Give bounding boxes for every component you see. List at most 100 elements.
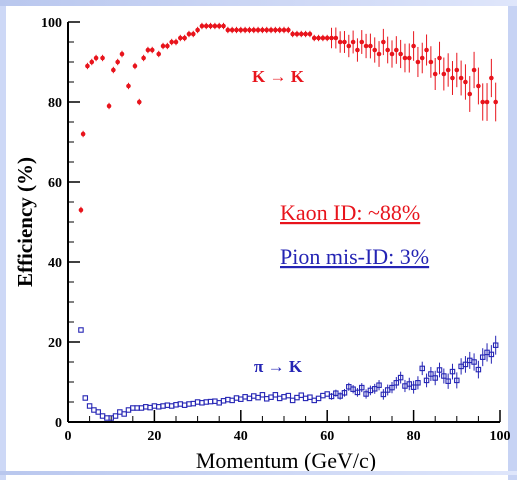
- pion-point: [134, 405, 140, 411]
- kaon-point: [238, 27, 244, 33]
- kaon-point: [432, 71, 438, 77]
- kaon-point: [355, 47, 360, 53]
- kaon-point: [255, 27, 261, 33]
- pion-point: [371, 386, 378, 392]
- pion-point: [117, 409, 123, 415]
- pion-point: [138, 405, 145, 411]
- pion-point: [216, 400, 222, 406]
- y-tick-label: 60: [48, 176, 62, 191]
- pion-point: [320, 392, 326, 399]
- x-tick-label: 100: [490, 429, 511, 444]
- y-axis-title: Efficiency (%): [13, 157, 37, 287]
- pion-point: [155, 404, 162, 410]
- pion-point: [423, 377, 430, 384]
- kaon-point: [115, 59, 120, 65]
- pion-point: [307, 394, 313, 400]
- pion-point: [181, 402, 188, 408]
- pion-point: [194, 399, 201, 405]
- kaon-point: [493, 99, 498, 105]
- kaon-point: [376, 51, 382, 57]
- kaon-point: [385, 47, 390, 53]
- kaon-point: [402, 55, 408, 61]
- pion-point: [315, 395, 322, 402]
- pion-point: [454, 377, 460, 384]
- kaon-curve-label: K → K: [252, 67, 305, 86]
- pion-point: [99, 413, 106, 419]
- pion-point: [246, 395, 253, 402]
- kaon-point: [78, 207, 84, 213]
- kaon-point: [156, 51, 162, 57]
- kaon-point: [441, 71, 447, 77]
- kaon-point: [149, 47, 155, 53]
- pion-point: [285, 392, 292, 399]
- pion-point: [436, 367, 443, 373]
- pion-point: [333, 390, 339, 396]
- pion-point: [376, 382, 382, 388]
- kaon-series: [78, 22, 498, 214]
- x-tick-label: 20: [147, 429, 161, 444]
- kaon-point: [454, 67, 460, 73]
- pion-point: [268, 394, 274, 400]
- pion-point: [479, 354, 486, 360]
- kaon-point: [93, 55, 99, 61]
- pion-point: [151, 403, 158, 409]
- pion-point: [233, 395, 240, 401]
- kaon-point: [303, 31, 308, 37]
- kaon-id-annotation: Kaon ID: ~88%: [280, 200, 420, 225]
- y-tick-label: 20: [48, 336, 62, 351]
- pion-point: [406, 381, 413, 387]
- pion-point: [389, 384, 395, 391]
- pion-point: [350, 386, 356, 392]
- x-tick-label: 80: [407, 429, 421, 444]
- kaon-point: [450, 75, 455, 81]
- pion-point: [298, 392, 305, 398]
- x-tick-label: 40: [234, 429, 248, 444]
- kaon-point: [329, 35, 334, 41]
- pion-point: [441, 373, 447, 379]
- kaon-point: [480, 99, 486, 105]
- kaon-point: [406, 55, 412, 61]
- kaon-point: [294, 31, 300, 37]
- pion-point: [86, 403, 93, 409]
- pion-point: [289, 397, 296, 404]
- kaon-point: [208, 23, 213, 29]
- pion-point: [147, 404, 153, 411]
- kaon-point: [145, 47, 151, 53]
- pion-point: [445, 378, 451, 384]
- kaon-point: [428, 59, 434, 65]
- pion-point: [363, 391, 369, 397]
- kaon-point: [199, 23, 205, 29]
- kaon-point: [132, 63, 138, 69]
- kaon-point: [489, 75, 494, 81]
- x-ticks: 0 20 40 60 80 100: [65, 410, 511, 444]
- kaon-point: [458, 75, 464, 81]
- kaon-point: [169, 39, 174, 45]
- pion-point: [229, 397, 235, 404]
- kaon-point: [136, 99, 142, 105]
- kaon-point: [445, 67, 451, 73]
- kaon-point: [471, 67, 477, 73]
- kaon-point: [260, 27, 265, 33]
- kaon-point: [264, 27, 270, 33]
- kaon-point: [389, 51, 395, 57]
- kaon-point: [234, 27, 239, 33]
- kaon-point: [216, 23, 222, 29]
- pion-point: [380, 391, 387, 398]
- kaon-point: [337, 39, 343, 45]
- pion-point: [393, 380, 400, 386]
- kaon-point: [106, 103, 112, 109]
- pion-point: [341, 390, 348, 396]
- kaon-point: [467, 91, 473, 97]
- kaon-point: [178, 35, 183, 41]
- pion-point: [311, 397, 317, 404]
- pion-series: [78, 327, 499, 421]
- pion-point: [207, 398, 214, 405]
- pion-point: [428, 371, 434, 377]
- y-ticks: 0 20 40 60 80 100: [41, 16, 80, 431]
- y-tick-label: 100: [41, 16, 62, 31]
- pion-point: [164, 402, 171, 408]
- kaon-point: [195, 27, 200, 33]
- pion-point: [276, 395, 283, 402]
- kaon-point: [173, 39, 179, 45]
